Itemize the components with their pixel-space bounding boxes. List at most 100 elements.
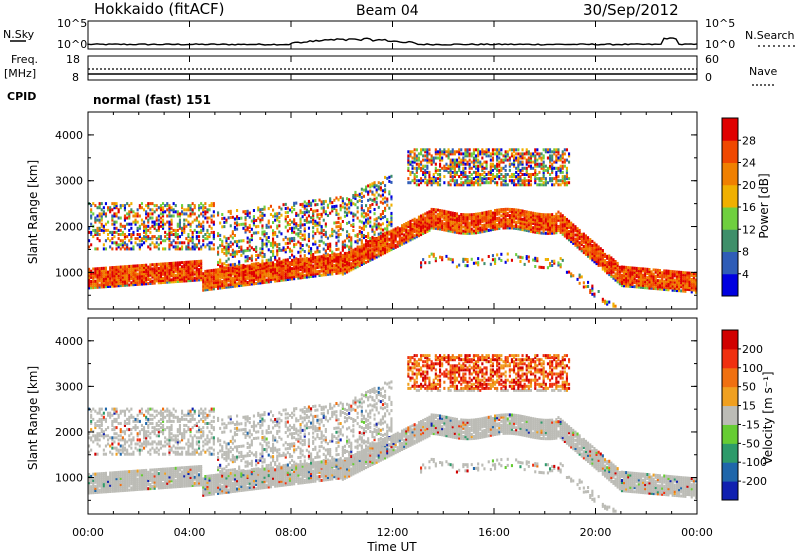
power-cell	[126, 243, 128, 246]
power-cell	[380, 235, 382, 238]
power-cell	[551, 264, 553, 267]
power-cell	[113, 227, 115, 230]
power-cell	[340, 217, 342, 220]
power-cell	[507, 173, 509, 176]
power-cell	[348, 258, 350, 261]
power-cell	[528, 260, 530, 263]
power-cell	[416, 183, 418, 186]
power-cell	[300, 242, 302, 245]
power-cell	[183, 241, 185, 244]
power-cell	[437, 181, 439, 184]
power-cell	[483, 262, 485, 265]
power-cell	[331, 251, 333, 254]
power-cell	[168, 204, 170, 207]
power-cell	[329, 259, 331, 262]
power-cell	[409, 150, 411, 153]
power-cell	[509, 163, 511, 166]
power-cell	[141, 219, 143, 222]
power-cell	[422, 159, 424, 162]
power-cell	[452, 148, 454, 151]
power-cell	[232, 263, 234, 266]
power-cell	[384, 197, 386, 200]
power-cell	[228, 267, 230, 270]
power-cell	[350, 253, 352, 256]
power-cell	[200, 260, 202, 263]
power-cell	[94, 217, 96, 220]
power-cell	[412, 161, 414, 164]
power-cell	[151, 263, 153, 266]
power-cell	[113, 212, 115, 215]
power-cell	[293, 243, 295, 246]
power-cell	[513, 173, 515, 176]
power-cell	[483, 175, 485, 178]
power-cell	[234, 222, 236, 225]
power-cell	[128, 284, 130, 287]
power-cell	[397, 226, 399, 229]
power-cell	[116, 231, 118, 234]
power-cell	[295, 222, 297, 225]
power-cell	[471, 258, 473, 261]
power-cell	[166, 215, 168, 218]
power-cell	[420, 167, 422, 170]
power-cell	[553, 161, 555, 164]
power-cell	[352, 219, 354, 222]
power-cell	[346, 245, 348, 248]
power-cell	[122, 225, 124, 228]
power-cell	[92, 268, 94, 271]
power-cell	[369, 221, 371, 224]
power-cell	[166, 221, 168, 224]
power-cell	[526, 183, 528, 186]
power-cell	[295, 266, 297, 269]
power-cell	[543, 154, 545, 157]
power-cell	[202, 243, 204, 246]
power-cell	[130, 281, 132, 284]
power-cell	[319, 240, 321, 243]
power-cell	[316, 270, 318, 273]
power-cell	[319, 217, 321, 220]
power-cell	[321, 260, 323, 263]
power-cell	[276, 264, 278, 267]
power-cell	[280, 249, 282, 252]
power-cell	[557, 175, 559, 178]
power-cell	[538, 171, 540, 174]
power-cell	[452, 175, 454, 178]
power-cell	[371, 236, 373, 239]
power-cell	[522, 218, 524, 221]
power-cell	[111, 208, 113, 211]
power-cell	[132, 245, 134, 248]
power-cell	[276, 249, 278, 252]
power-cell	[154, 210, 156, 213]
power-cell	[135, 265, 137, 268]
power-cell	[139, 233, 141, 236]
power-cell	[219, 268, 221, 271]
power-cell	[386, 224, 388, 227]
power-cell	[211, 269, 213, 272]
power-cell	[374, 245, 376, 248]
power-cell	[149, 247, 151, 250]
power-cell	[319, 213, 321, 216]
power-cell	[234, 234, 236, 237]
power-cell	[572, 274, 574, 277]
power-cell	[445, 210, 447, 213]
power-cell	[367, 207, 369, 210]
power-cell	[126, 235, 128, 238]
power-cell	[154, 235, 156, 238]
power-cell	[475, 148, 477, 151]
power-cell	[500, 259, 502, 262]
power-cell	[316, 209, 318, 212]
power-cell	[344, 252, 346, 255]
power-cell	[289, 209, 291, 212]
power-cell	[361, 250, 363, 253]
power-cell	[380, 228, 382, 231]
power-cell	[517, 173, 519, 176]
power-cell	[240, 264, 242, 267]
power-cell	[409, 171, 411, 174]
power-cell	[522, 152, 524, 155]
power-cell	[492, 212, 494, 215]
power-cell	[560, 212, 562, 215]
power-cell	[338, 240, 340, 243]
power-cell	[352, 202, 354, 205]
power-cell	[321, 225, 323, 228]
power-cell	[291, 250, 293, 253]
power-cell	[179, 235, 181, 238]
